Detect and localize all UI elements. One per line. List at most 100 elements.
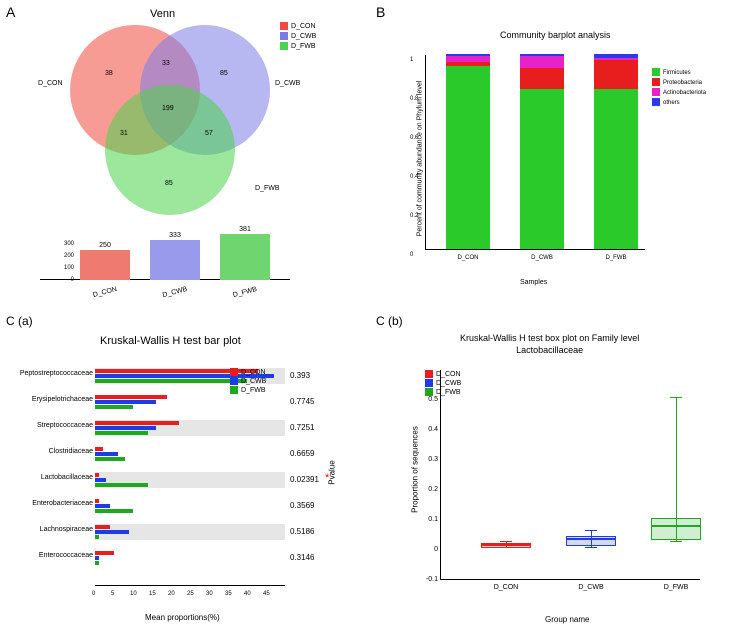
kw-bar <box>95 405 133 409</box>
kw-bar <box>95 395 167 399</box>
kw-bar <box>95 525 110 529</box>
stacked-chart: D_COND_CWBD_FWB <box>425 55 645 250</box>
box-xlabel: D_CWB <box>566 584 616 591</box>
bar <box>80 250 130 280</box>
box-xlabel: D_FWB <box>651 584 701 591</box>
median <box>481 544 531 546</box>
bar-label: D_CON <box>80 283 130 303</box>
bar <box>220 234 270 280</box>
stacked-legend: FirmicutesProteobacteriaActinobacteriota… <box>652 68 706 108</box>
kw-legend: D_COND_CWBD_FWB <box>230 368 266 395</box>
stacked-segment <box>594 54 638 58</box>
kw-category: Lachnospiraceae <box>3 526 93 533</box>
kw-xtick: 35 <box>225 591 232 597</box>
kw-xtick: 30 <box>206 591 213 597</box>
box-title-l1: Kruskal-Wallis H test box plot on Family… <box>460 333 639 343</box>
kw-pvalue: 0.5186 <box>290 527 314 536</box>
box-ytick: 0.3 <box>428 456 438 463</box>
legend-item: D_CWB <box>425 379 461 388</box>
kw-row-bg <box>95 550 285 566</box>
legend-item: D_FWB <box>425 388 461 397</box>
panel-ca: Kruskal-Wallis H test bar plot Peptostre… <box>0 310 370 638</box>
box-title: Kruskal-Wallis H test box plot on Family… <box>460 332 639 356</box>
venn-label: D_FWB <box>255 185 280 192</box>
stacked-ytick: 0 <box>410 252 517 258</box>
kw-bar <box>95 483 148 487</box>
panel-a: Venn D_COND_CWBD_FWB D_COND_CWBD_FWB3885… <box>0 0 370 310</box>
kw-xlabel: Mean proportions(%) <box>145 613 220 622</box>
kw-category: Erysipelotrichaceae <box>3 396 93 403</box>
legend-item: Firmicutes <box>652 68 706 78</box>
legend-item: D_CON <box>280 22 316 32</box>
kw-row: Enterobacteriaceae0.3569 <box>95 495 285 517</box>
bar-label: D_FWB <box>220 283 270 303</box>
kw-xtick: 5 <box>111 591 114 597</box>
box-ylabel: Proportion of sequences <box>411 390 420 550</box>
kw-bar <box>95 400 156 404</box>
kw-bar <box>95 556 99 560</box>
box-ytick: 0.4 <box>428 426 438 433</box>
bar-value: 381 <box>220 226 270 233</box>
legend-item: D_CWB <box>230 377 266 386</box>
stacked-segment <box>520 68 564 89</box>
kw-bar <box>95 447 103 451</box>
bar-label: D_CWB <box>150 283 200 303</box>
kw-row: Streptococcaceae0.7251 <box>95 417 285 439</box>
kw-bar <box>95 426 156 430</box>
kw-pvalue: 0.6659 <box>290 449 314 458</box>
whisker-cap <box>585 530 597 531</box>
kw-category: Enterococcaceae <box>3 552 93 559</box>
kw-bar <box>95 561 99 565</box>
stacked-segment <box>446 66 490 249</box>
venn-label: 85 <box>220 70 228 77</box>
stacked-segment <box>594 89 638 249</box>
kw-ylabel: Pvalue <box>327 460 336 484</box>
stacked-ytick: 0.6 <box>410 135 517 141</box>
kw-category: Enterobacteriaceae <box>3 500 93 507</box>
bar-value: 333 <box>150 232 200 239</box>
bar <box>150 240 200 280</box>
stacked-ytick: 0.4 <box>410 174 517 180</box>
kw-row: Enterococcaceae0.3146 <box>95 547 285 569</box>
panel-cb: Kruskal-Wallis H test box plot on Family… <box>370 310 739 638</box>
stacked-xlabel: Samples <box>520 279 547 286</box>
whisker-cap <box>585 547 597 548</box>
median <box>566 538 616 540</box>
kw-pvalue: 0.3569 <box>290 501 314 510</box>
bar-ytick: 200 <box>64 253 74 259</box>
kw-bar <box>95 457 125 461</box>
stacked-xlabel: D_FWB <box>589 255 643 261</box>
panel-b: Community barplot analysis D_COND_CWBD_F… <box>370 0 739 310</box>
whisker-cap <box>500 541 512 542</box>
kw-xtick: 25 <box>187 591 194 597</box>
whisker-cap <box>500 547 512 548</box>
bar-value: 250 <box>80 242 130 249</box>
kw-bar <box>95 452 118 456</box>
kw-bar <box>95 499 99 503</box>
bar-ytick: 300 <box>64 241 74 247</box>
stacked-segment <box>594 60 638 89</box>
venn-label: D_CWB <box>275 80 300 87</box>
box-ytick: -0.1 <box>426 576 438 583</box>
kw-bar <box>95 478 106 482</box>
venn-label: 38 <box>105 70 113 77</box>
bar-ytick: 0 <box>71 277 74 283</box>
box-xlabel: D_CON <box>481 584 531 591</box>
kw-pvalue: 0.7251 <box>290 423 314 432</box>
kw-bar <box>95 551 114 555</box>
box-xlabel: Group name <box>545 615 589 624</box>
kw-bar <box>95 509 133 513</box>
kw-row: Lactobacillaceae0.02391* <box>95 469 285 491</box>
kw-title: Kruskal-Wallis H test bar plot <box>100 335 241 347</box>
stacked-ytick: 0.2 <box>410 213 517 219</box>
venn-label: 199 <box>162 105 174 112</box>
kw-pvalue: 0.393 <box>290 371 310 380</box>
legend-item: D_CON <box>425 370 461 379</box>
kw-xtick: 0 <box>92 591 95 597</box>
venn-label: 31 <box>120 130 128 137</box>
box-ytick: 0 <box>434 546 438 553</box>
kw-category: Peptostreptococcaceae <box>3 370 93 377</box>
legend-item: D_CON <box>230 368 266 377</box>
kw-bar <box>95 530 129 534</box>
venn-legend: D_COND_CWBD_FWB <box>280 22 316 52</box>
